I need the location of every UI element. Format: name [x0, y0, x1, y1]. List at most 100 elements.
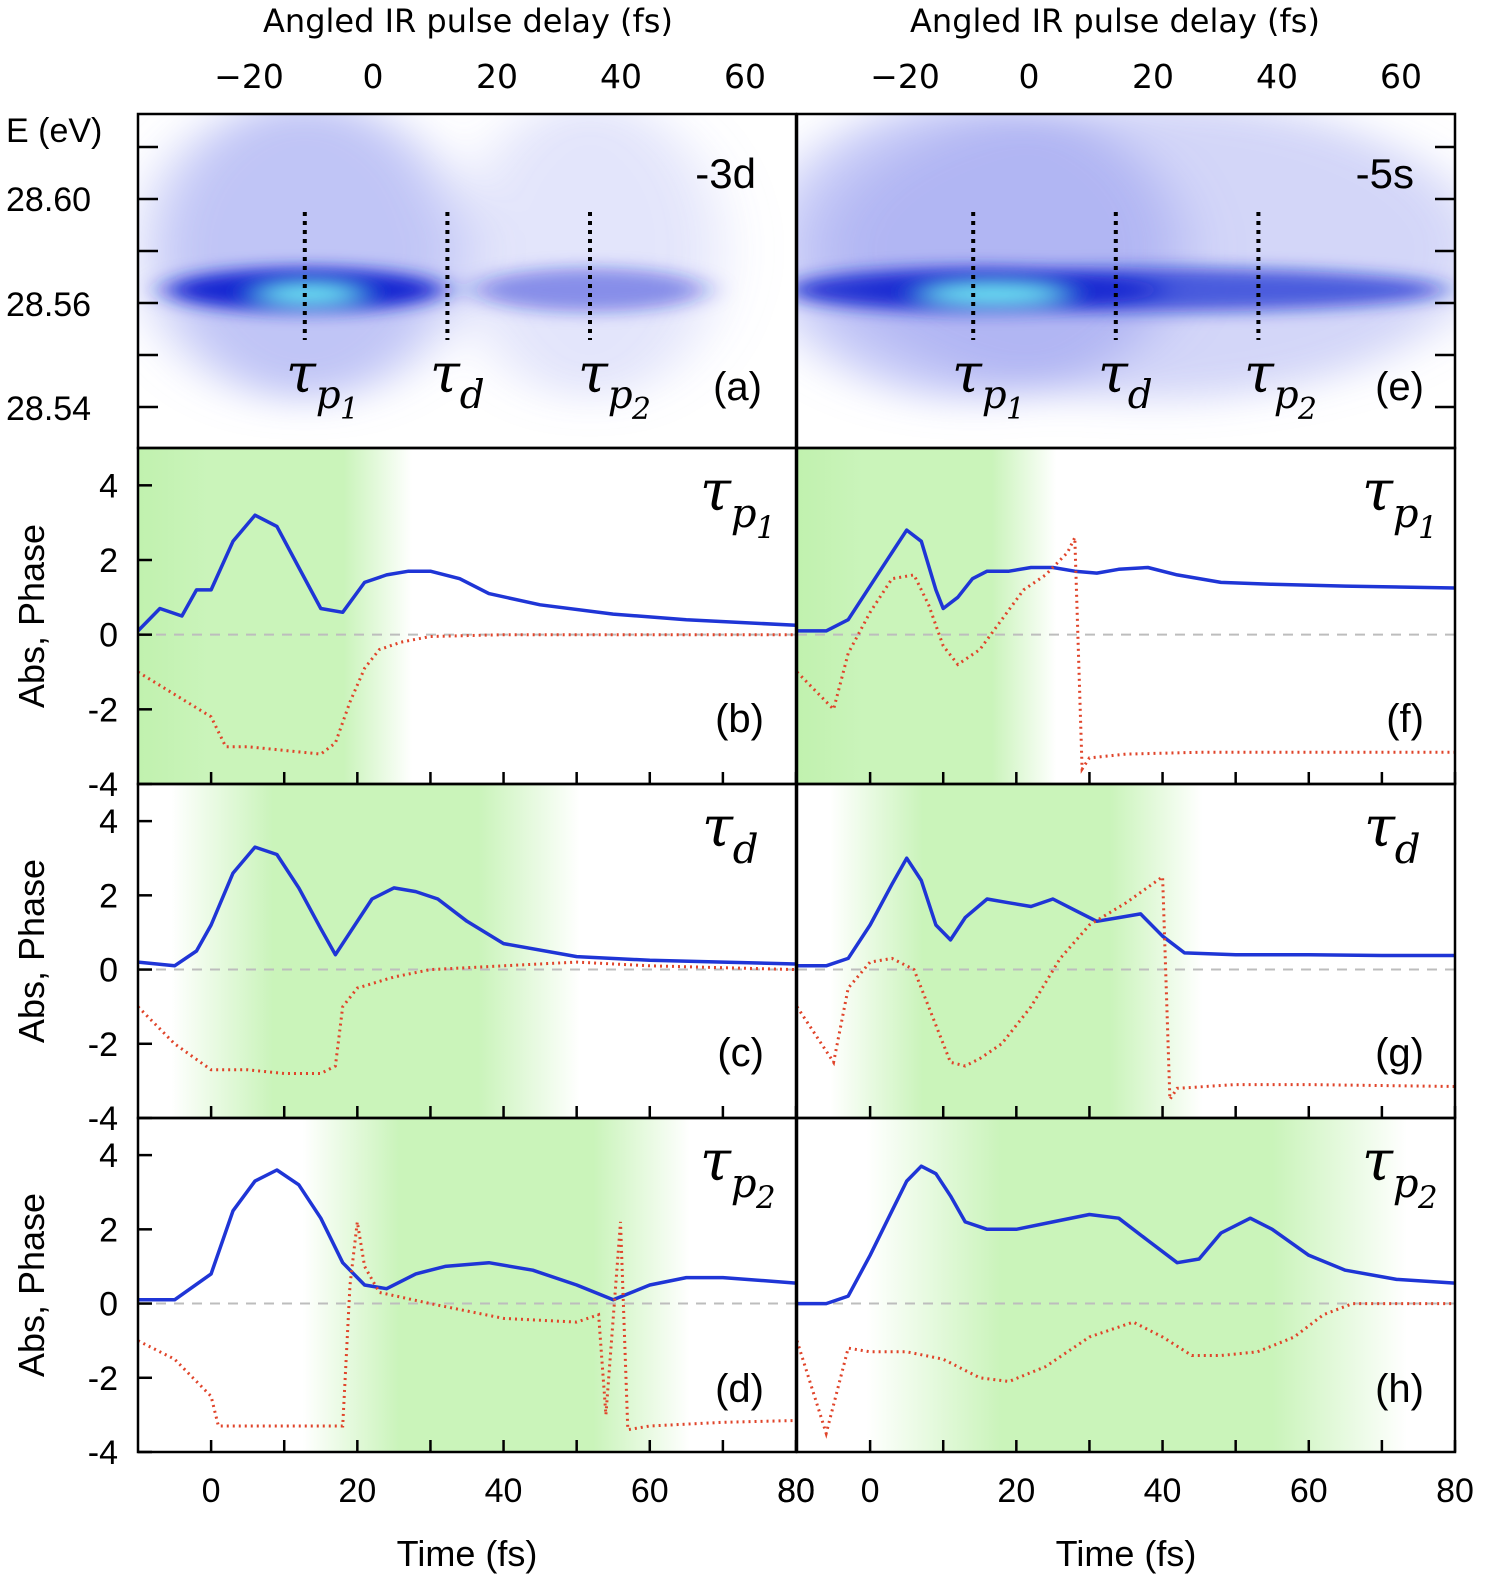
x-tick-label-right: 20 [997, 1472, 1035, 1510]
top-tick-label: 20 [476, 57, 518, 96]
tau-symbol: τ [700, 1129, 732, 1194]
y-tick-label: -2 [88, 1026, 118, 1064]
x-tick-label-right: 80 [777, 1472, 815, 1510]
y-tick-label: 2 [99, 877, 118, 915]
x-tick-label-right: 0 [861, 1472, 880, 1510]
tau-symbol: τ [1244, 342, 1275, 405]
highlight-window [866, 1118, 1408, 1452]
tau-symbol: τ [1362, 1129, 1394, 1194]
tau-subscript: p [608, 373, 633, 418]
x-tick-label-right: 80 [1436, 1472, 1474, 1510]
y-axis-title: Abs, Phase [11, 1193, 52, 1377]
heatmap-panel-e [797, 114, 1455, 448]
y-tick-label: 2 [99, 542, 118, 580]
series-phase [138, 633, 796, 756]
tau-subscript: d [1395, 826, 1421, 873]
top-tick-label: 0 [1019, 57, 1040, 96]
panel-annotations: -3d -5s(a) (e)(b)(c)(d)(f)(g)(h)τ p 1τ d τ p 2τ p… [286, 150, 1438, 1411]
x-tick-label-left: 40 [485, 1472, 523, 1510]
x-tick-label-left: 80 [777, 1472, 815, 1510]
series-abs [138, 845, 796, 968]
tau-subscript: d [733, 826, 759, 873]
tau-index: 2 [1417, 1180, 1438, 1216]
y-tick-label: 4 [99, 803, 118, 841]
tau-symbol: τ [430, 342, 461, 405]
tau-index: 1 [1006, 392, 1025, 427]
x-tick-label-left: 60 [631, 1472, 669, 1510]
top-tick-label: 40 [600, 57, 642, 96]
y-axis-labels: 4 2 0 -2 -4 Abs, Phase 4 2 0 -2 -4 Abs, Phase 4 2 0 -2 -… [11, 467, 118, 1472]
tau-symbol: τ [1364, 795, 1396, 860]
energy-tick-28.60: 28.60 [6, 181, 91, 219]
x-tick-label-right: 60 [1290, 1472, 1328, 1510]
series-phase [138, 960, 796, 1075]
energy-tick-28.56: 28.56 [6, 286, 91, 324]
highlight-window [302, 1118, 690, 1452]
tau-subscript: p [316, 373, 341, 418]
tau-subscript: p [1393, 1160, 1419, 1207]
y-tick-label: 0 [99, 1286, 118, 1324]
top-tick-label: 60 [724, 57, 766, 96]
top-tick-labels-left: −20 0 20 40 60 [214, 57, 766, 96]
panel-label: (d) [715, 1367, 764, 1411]
highlight-window [830, 784, 1203, 1118]
top-tick-label: −20 [870, 57, 940, 96]
heatmap-haze [797, 114, 1455, 400]
y-tick-label: -2 [88, 1360, 118, 1398]
tau-index: 1 [340, 392, 359, 427]
y-tick-label: 2 [99, 1211, 118, 1249]
tau-index: 2 [1297, 392, 1317, 427]
heatmap-core [165, 267, 707, 312]
tau-subscript: p [1393, 490, 1419, 537]
y-tick-label: -4 [88, 1100, 118, 1138]
tau-subscript: p [982, 373, 1007, 418]
series-abs [797, 528, 1455, 633]
line-panel-d [138, 1118, 796, 1452]
panel-label: (h) [1375, 1367, 1424, 1411]
tau-symbol: τ [578, 342, 609, 405]
series-abs [138, 1168, 796, 1302]
x-axis-title-left: Time (fs) [397, 1533, 538, 1574]
tau-index: 1 [756, 510, 776, 546]
heatmap-peak [923, 284, 1064, 303]
tau-subscript: p [731, 1160, 757, 1207]
tau-symbol: τ [1098, 342, 1129, 405]
highlight-window [797, 448, 1057, 784]
heatmap-blob [473, 267, 707, 312]
series-phase [797, 536, 1455, 774]
line-panel-f [797, 448, 1455, 784]
heatmap-peak [258, 284, 359, 303]
panel-label: (e) [1375, 365, 1424, 409]
y-tick-label: 0 [99, 952, 118, 990]
y-tick-label: 4 [99, 467, 118, 505]
energy-tick-28.54: 28.54 [6, 390, 91, 428]
x-tick-label-right: 40 [1144, 1472, 1182, 1510]
panel-frames [136, 112, 1457, 1454]
tau-index: 2 [755, 1180, 776, 1216]
top-tick-labels-right: −20 0 20 40 60 [870, 57, 1422, 96]
series-abs [138, 513, 796, 633]
panel-frame [795, 1116, 1457, 1454]
line-panel-b [138, 448, 796, 784]
panel-label: (f) [1386, 697, 1424, 741]
tau-symbol: τ [952, 342, 983, 405]
top-tick-label: 0 [363, 57, 384, 96]
heatmap-core [797, 267, 1448, 312]
line-panel-c [138, 784, 796, 1118]
y-tick-label: -4 [88, 1434, 118, 1472]
top-tick-label: 40 [1256, 57, 1298, 96]
y-tick-label: 0 [99, 617, 118, 655]
top-tick-label: 60 [1380, 57, 1422, 96]
series-phase [138, 1221, 796, 1432]
highlight-window [171, 784, 581, 1118]
y-axis-title: Abs, Phase [11, 859, 52, 1043]
